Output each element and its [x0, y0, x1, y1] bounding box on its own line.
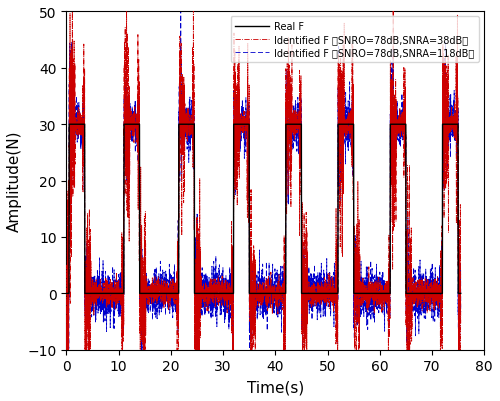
Identified F （SNRO=78dB,SNRA=38dB） [342, 129, 347, 134]
Identified F （SNRO=78dB,SNRA=118dB） [64, 231, 70, 235]
Line: Identified F （SNRO=78dB,SNRA=38dB）: Identified F （SNRO=78dB,SNRA=38dB） [66, 0, 460, 401]
Y-axis label: Amplitude(N): Amplitude(N) [7, 131, 22, 232]
Identified F （SNRO=78dB,SNRA=38dB） [64, 397, 70, 401]
Identified F （SNRO=78dB,SNRA=118dB） [242, 129, 248, 134]
Identified F （SNRO=78dB,SNRA=38dB） [242, 137, 248, 142]
Real F [242, 122, 248, 127]
Identified F （SNRO=78dB,SNRA=118dB） [312, 284, 318, 289]
Real F [311, 291, 317, 296]
Legend: Real F, Identified F （SNRO=78dB,SNRA=38dB）, Identified F （SNRO=78dB,SNRA=118dB）: Real F, Identified F （SNRO=78dB,SNRA=38d… [230, 17, 480, 63]
Identified F （SNRO=78dB,SNRA=118dB） [403, 313, 409, 318]
Line: Identified F （SNRO=78dB,SNRA=118dB）: Identified F （SNRO=78dB,SNRA=118dB） [66, 8, 460, 380]
Real F [242, 122, 248, 127]
Real F [342, 122, 347, 127]
Line: Real F: Real F [66, 125, 460, 294]
Identified F （SNRO=78dB,SNRA=38dB） [458, 321, 464, 326]
Identified F （SNRO=78dB,SNRA=118dB） [210, 314, 216, 319]
Real F [64, 291, 70, 296]
X-axis label: Time(s): Time(s) [246, 379, 304, 394]
Identified F （SNRO=78dB,SNRA=118dB） [342, 110, 347, 115]
Identified F （SNRO=78dB,SNRA=118dB） [84, 377, 89, 382]
Real F [403, 291, 409, 296]
Identified F （SNRO=78dB,SNRA=118dB） [178, 6, 184, 10]
Identified F （SNRO=78dB,SNRA=38dB） [311, 290, 317, 295]
Identified F （SNRO=78dB,SNRA=118dB） [242, 110, 248, 115]
Identified F （SNRO=78dB,SNRA=118dB） [458, 310, 464, 315]
Real F [210, 291, 216, 296]
Real F [458, 291, 464, 296]
Identified F （SNRO=78dB,SNRA=38dB） [403, 226, 409, 231]
Identified F （SNRO=78dB,SNRA=38dB） [210, 288, 216, 292]
Identified F （SNRO=78dB,SNRA=38dB） [242, 118, 248, 123]
Real F [66, 122, 72, 127]
